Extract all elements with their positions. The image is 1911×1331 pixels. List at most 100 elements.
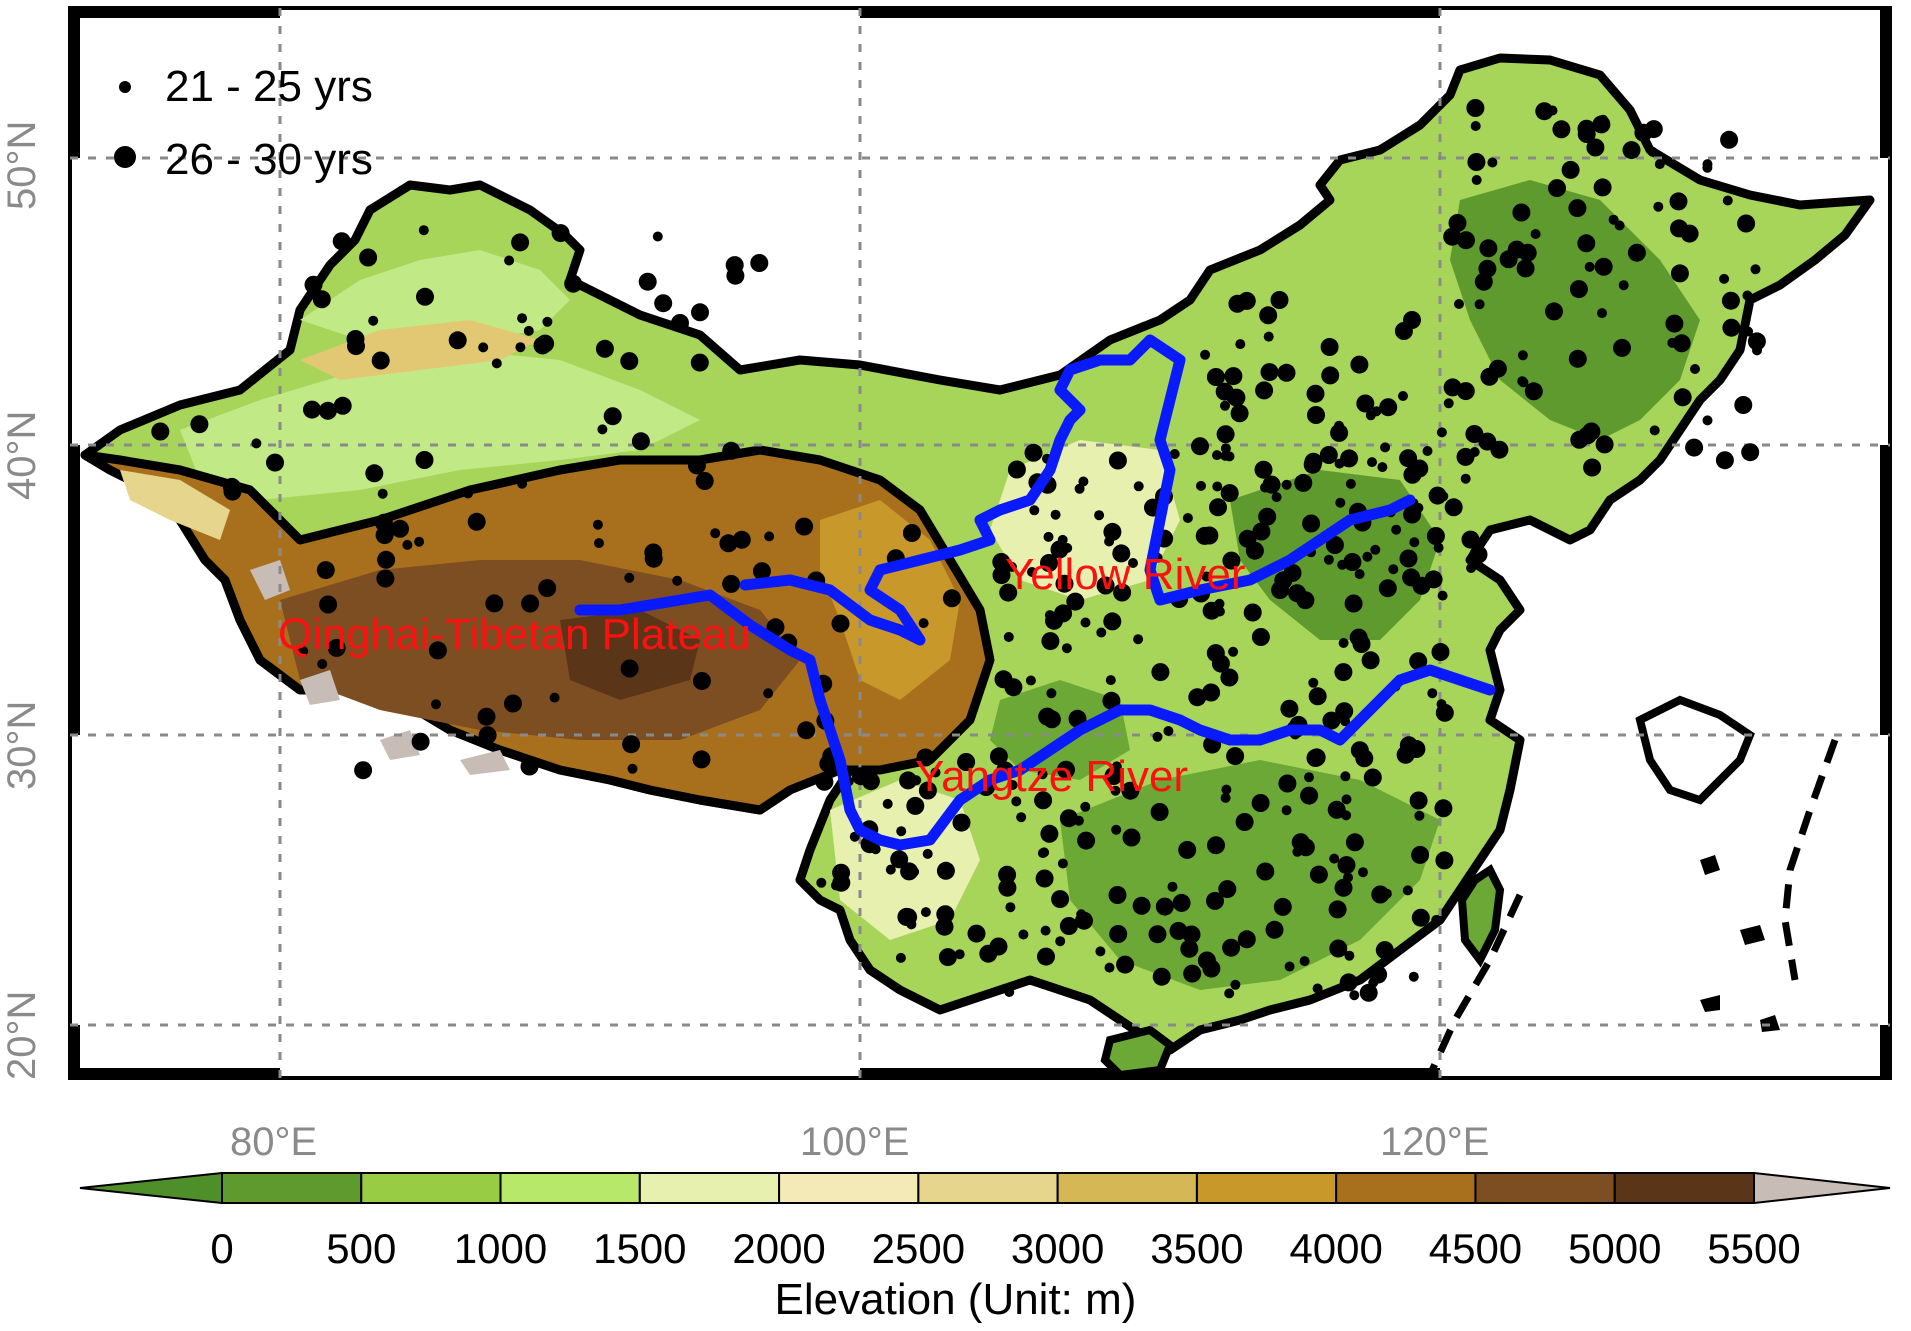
station-dot — [1007, 780, 1018, 790]
station-dot — [1044, 610, 1055, 621]
station-dot — [1103, 612, 1122, 631]
station-dot — [1514, 243, 1525, 254]
station-dot — [885, 864, 896, 875]
dzungarian-basin — [300, 250, 570, 340]
station-dot — [1407, 551, 1418, 562]
station-dot — [1414, 810, 1425, 821]
station-dot — [1634, 123, 1653, 142]
station-dot — [1325, 536, 1344, 554]
station-dot — [916, 748, 935, 767]
station-dot — [551, 224, 570, 243]
frame-bottom-left — [70, 1068, 280, 1078]
colorbar-segment — [221, 1172, 363, 1204]
colorbar-segment — [1195, 1172, 1338, 1204]
station-dot — [478, 726, 497, 745]
colorbar-tick-label: 0 — [210, 1225, 234, 1272]
station-dot — [1054, 604, 1073, 623]
station-dot — [478, 342, 489, 353]
frame-top-left — [70, 8, 280, 18]
colorbar — [79, 1171, 1891, 1205]
station-dot — [1380, 442, 1391, 453]
station-dot — [1095, 946, 1106, 957]
station-dot — [1251, 794, 1270, 812]
station-dot — [416, 287, 434, 306]
station-dot — [377, 488, 388, 499]
station-dot — [1220, 792, 1231, 803]
station-dot — [1436, 699, 1447, 710]
station-dot — [1327, 800, 1346, 819]
yangtze-river-label: Yangtze River — [915, 752, 1189, 801]
station-dot — [414, 536, 425, 547]
station-dot — [1211, 654, 1230, 673]
station-dot — [368, 315, 379, 326]
station-dot — [1409, 652, 1428, 671]
korea-outline — [1635, 695, 1755, 805]
station-dot — [1042, 710, 1061, 729]
station-dot — [304, 275, 323, 294]
station-dot — [1046, 688, 1057, 699]
station-dot — [517, 478, 528, 489]
station-dot — [620, 659, 639, 678]
station-dot — [1265, 920, 1284, 939]
station-dot — [1685, 438, 1704, 457]
station-dot — [347, 337, 365, 356]
station-dot — [485, 594, 504, 613]
station-dot — [1025, 675, 1036, 686]
station-dot — [1411, 908, 1430, 927]
station-dot — [1467, 153, 1486, 171]
station-dot — [920, 907, 931, 918]
station-dot — [1094, 510, 1105, 521]
station-dot — [1322, 711, 1341, 730]
station-dot — [1474, 299, 1485, 310]
station-dot — [1224, 451, 1235, 462]
station-dot — [1722, 318, 1741, 337]
station-dot — [1270, 291, 1289, 309]
station-dot — [1222, 551, 1241, 570]
station-dot — [1218, 880, 1237, 899]
station-dot — [935, 917, 954, 936]
station-dot — [1273, 897, 1292, 916]
station-dot — [1667, 337, 1678, 348]
station-dot — [520, 757, 539, 776]
station-dot — [1051, 890, 1070, 909]
station-dot — [1734, 396, 1753, 414]
station-dot — [1057, 534, 1068, 545]
station-dot — [1339, 973, 1358, 992]
station-dot — [1304, 772, 1314, 783]
station-dot — [1050, 509, 1061, 520]
colorbar-tick-label: 1500 — [593, 1225, 687, 1272]
station-dot — [627, 763, 638, 774]
station-dot — [303, 400, 321, 419]
station-dot — [1004, 678, 1023, 697]
legend-small-dot-icon — [119, 81, 131, 93]
station-dot — [1280, 699, 1299, 718]
station-dot — [1066, 592, 1085, 611]
station-dot — [1224, 367, 1243, 386]
station-dot — [1627, 243, 1646, 262]
station-dot — [511, 233, 530, 252]
colorbar-segment — [1613, 1172, 1756, 1204]
station-dot — [477, 707, 496, 726]
station-dot — [1466, 99, 1485, 117]
station-dot — [223, 482, 242, 501]
lat-label-50: 50°N — [0, 120, 44, 210]
station-dot — [1715, 451, 1734, 470]
station-dot — [1263, 331, 1274, 342]
station-dot — [1673, 388, 1692, 407]
station-dot — [504, 255, 515, 266]
station-dot — [1381, 888, 1392, 899]
plateau-snow-4 — [380, 730, 420, 760]
station-dot — [996, 675, 1007, 686]
station-dot — [517, 313, 528, 324]
station-dot — [1670, 264, 1689, 283]
station-dot — [1148, 925, 1167, 944]
station-dot — [1306, 749, 1325, 767]
nine-dash-line-2 — [1781, 738, 1839, 981]
station-dot — [1548, 179, 1566, 198]
station-dot — [1216, 425, 1235, 444]
station-dot — [938, 948, 957, 967]
station-dot — [595, 339, 614, 358]
station-dot — [1212, 450, 1222, 461]
station-dot — [504, 694, 522, 713]
station-dot — [1743, 326, 1754, 337]
